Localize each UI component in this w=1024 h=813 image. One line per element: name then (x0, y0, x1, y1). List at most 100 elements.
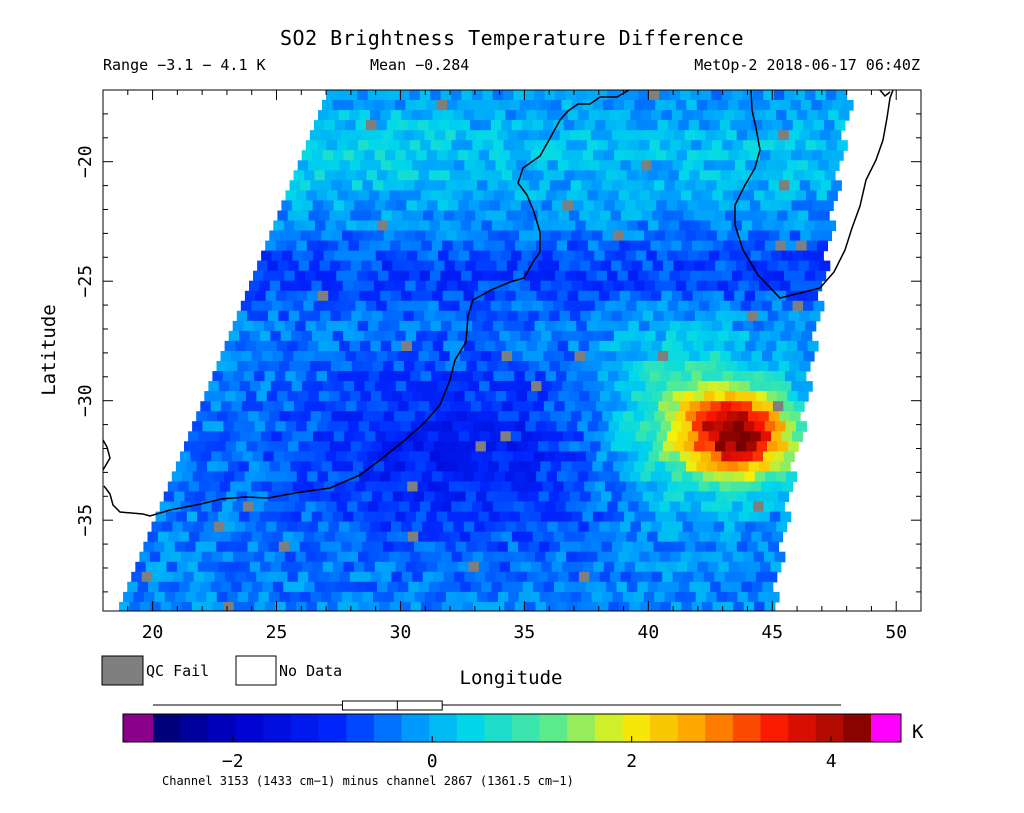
heatmap-cell (671, 290, 683, 302)
heatmap-cell (595, 581, 607, 593)
heatmap-cell (759, 511, 771, 523)
heatmap-cell (459, 531, 471, 543)
heatmap-cell (449, 581, 461, 593)
heatmap-cell (499, 511, 511, 523)
heatmap-cell (701, 140, 713, 151)
heatmap-cell (724, 110, 735, 121)
heatmap-cell (818, 160, 830, 171)
heatmap-cell (638, 90, 650, 101)
heatmap-cell (548, 210, 560, 222)
heatmap-cell (579, 391, 591, 402)
heatmap-cell (329, 571, 341, 583)
heatmap-cell (270, 561, 282, 573)
heatmap-cell (391, 340, 403, 352)
heatmap-cell (639, 601, 651, 611)
heatmap-cell (557, 340, 569, 352)
heatmap-cell (605, 170, 617, 181)
heatmap-cell (610, 391, 622, 402)
heatmap-cell (769, 100, 781, 111)
heatmap-cell (669, 90, 681, 101)
heatmap-cell (346, 220, 358, 232)
heatmap-cell (586, 451, 597, 462)
heatmap-cell (636, 531, 648, 543)
heatmap-cell (647, 120, 659, 131)
heatmap-cell (723, 290, 735, 302)
heatmap-cell (754, 471, 766, 482)
heatmap-cell (243, 551, 255, 563)
heatmap-cell (267, 441, 279, 452)
heatmap-cell (575, 401, 586, 412)
heatmap-cell (295, 190, 307, 201)
heatmap-cell (624, 511, 636, 523)
heatmap-cell (617, 501, 629, 513)
heatmap-cell (300, 180, 311, 191)
heatmap-cell (336, 501, 348, 513)
heatmap-cell (836, 140, 848, 151)
heatmap-cell (471, 451, 483, 462)
heatmap-cell (528, 541, 540, 553)
heatmap-cell (386, 481, 398, 493)
heatmap-cell (319, 210, 330, 222)
heatmap-cell (600, 441, 612, 452)
heatmap-cell (683, 260, 695, 272)
heatmap-cell (301, 330, 313, 342)
heatmap-cell (195, 491, 206, 503)
heatmap-cell (360, 210, 372, 222)
heatmap-cell (334, 481, 346, 493)
heatmap-cell (497, 310, 509, 322)
heatmap-cell (492, 90, 504, 101)
heatmap-cell (632, 541, 644, 553)
heatmap-cell (796, 110, 808, 121)
heatmap-cell (807, 290, 819, 302)
heatmap-cell (664, 591, 676, 603)
heatmap-cell (506, 571, 517, 583)
heatmap-cell (262, 531, 273, 543)
heatmap-cell (575, 220, 587, 232)
heatmap-cell (374, 381, 386, 392)
stats-box (153, 700, 842, 711)
heatmap-cell (529, 461, 541, 472)
heatmap-cell (555, 90, 567, 101)
heatmap-cell (697, 561, 709, 573)
heatmap-cell (671, 471, 683, 482)
heatmap-cell (264, 320, 275, 332)
heatmap-cell (762, 220, 774, 232)
heatmap-cell (711, 90, 723, 101)
heatmap-cell (812, 250, 824, 262)
heatmap-cell (483, 601, 495, 611)
heatmap-cell (331, 230, 343, 242)
heatmap-cell (482, 551, 494, 563)
heatmap-cell (607, 270, 618, 282)
heatmap-cell (582, 150, 594, 161)
heatmap-cell (647, 581, 659, 593)
heatmap-cell (393, 541, 405, 553)
heatmap-cell (143, 541, 155, 553)
heatmap-cell (407, 481, 419, 493)
heatmap-cell (627, 401, 639, 412)
heatmap-cell (689, 351, 700, 362)
heatmap-cell (565, 451, 577, 462)
heatmap-cell (677, 200, 689, 211)
heatmap-cell (297, 521, 309, 533)
heatmap-cell (445, 541, 457, 553)
heatmap-cell (545, 190, 557, 201)
heatmap-cell (554, 220, 566, 232)
heatmap-cell (516, 160, 528, 171)
heatmap-cell (737, 180, 749, 191)
heatmap-cell (424, 541, 436, 553)
heatmap-cell (577, 190, 588, 201)
heatmap-cell (361, 491, 373, 503)
heatmap-cell (289, 411, 301, 422)
heatmap-cell (383, 230, 395, 242)
heatmap-cell (640, 110, 652, 121)
heatmap-cell (729, 250, 741, 262)
heatmap-cell (497, 541, 509, 553)
heatmap-cell (702, 421, 714, 432)
heatmap-cell (674, 180, 686, 191)
heatmap-cell (657, 531, 669, 543)
heatmap-cell (299, 541, 311, 553)
heatmap-cell (168, 581, 180, 593)
heatmap-cell (748, 100, 760, 111)
heatmap-cell (665, 461, 677, 472)
heatmap-cell (192, 421, 204, 432)
